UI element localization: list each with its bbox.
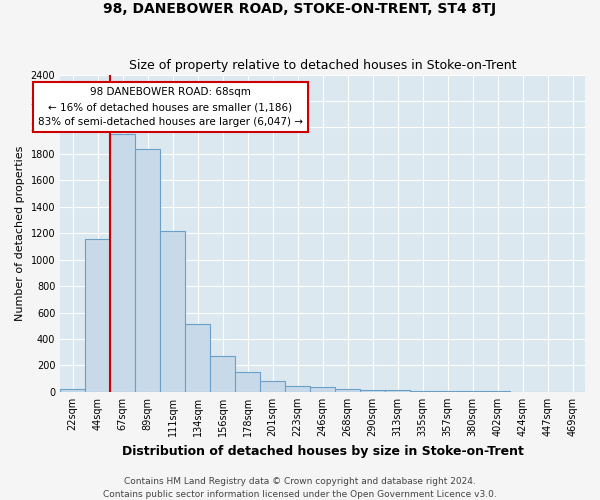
Bar [110, 134, 135, 392]
Y-axis label: Number of detached properties: Number of detached properties [15, 146, 25, 321]
Bar [335, 390, 360, 392]
Text: Contains HM Land Registry data © Crown copyright and database right 2024.
Contai: Contains HM Land Registry data © Crown c… [103, 477, 497, 499]
Text: 98, DANEBOWER ROAD, STOKE-ON-TRENT, ST4 8TJ: 98, DANEBOWER ROAD, STOKE-ON-TRENT, ST4 … [103, 2, 497, 16]
Bar [135, 148, 160, 392]
Bar [160, 232, 185, 392]
Title: Size of property relative to detached houses in Stoke-on-Trent: Size of property relative to detached ho… [129, 59, 517, 72]
Bar [285, 386, 310, 392]
Bar [360, 390, 385, 392]
Bar [410, 391, 435, 392]
Bar [260, 382, 285, 392]
Bar [235, 372, 260, 392]
Bar [210, 356, 235, 392]
Bar [60, 388, 85, 392]
Bar [185, 324, 210, 392]
X-axis label: Distribution of detached houses by size in Stoke-on-Trent: Distribution of detached houses by size … [122, 444, 524, 458]
Bar [435, 391, 460, 392]
Bar [385, 390, 410, 392]
Bar [310, 388, 335, 392]
Text: 98 DANEBOWER ROAD: 68sqm
← 16% of detached houses are smaller (1,186)
83% of sem: 98 DANEBOWER ROAD: 68sqm ← 16% of detach… [38, 88, 303, 127]
Bar [85, 238, 110, 392]
